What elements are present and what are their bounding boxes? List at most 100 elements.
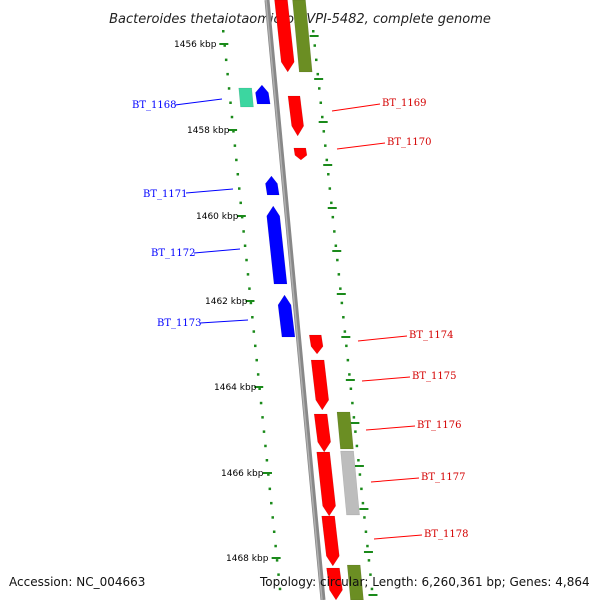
tick-dot: [236, 173, 240, 176]
cog-block: [238, 87, 254, 108]
tick-dot: [336, 258, 339, 262]
tick-dot: [268, 487, 272, 491]
tick-dot: [240, 215, 244, 219]
tick-dot: [245, 258, 248, 262]
label-leader-line: [336, 142, 386, 150]
tick-dot: [315, 58, 318, 62]
reverse-gene-arrow: [266, 205, 288, 285]
tick-dot: [271, 516, 274, 519]
label-leader-line: [361, 376, 411, 382]
tick-dot: [233, 144, 237, 147]
tick-dot: [328, 187, 332, 190]
tick-dot: [223, 44, 226, 47]
tick-dot: [321, 115, 324, 119]
position-mark: 1468 kbp: [226, 554, 269, 564]
tick-dot: [370, 587, 374, 591]
tick-dot: [254, 344, 257, 348]
tick-dot: [274, 544, 277, 548]
tick-dot: [222, 30, 225, 33]
tick-dot: [265, 459, 269, 462]
forward-gene-arrow: [308, 334, 324, 355]
gene-track: [238, 0, 364, 600]
label-leader-line: [199, 319, 249, 324]
tick-dot: [369, 573, 372, 576]
tick-dot: [229, 101, 232, 104]
tick-dot: [349, 387, 353, 390]
tick-dot: [224, 58, 228, 62]
genome-summary: Topology: circular; Length: 6,260,361 bp…: [260, 575, 590, 589]
position-mark: 1456 kbp: [174, 40, 217, 50]
forward-gene-label[interactable]: BT_1169: [382, 98, 426, 109]
tick-dot: [361, 501, 365, 505]
tick-dot: [246, 273, 250, 276]
tick-dot: [264, 444, 267, 448]
tick-dot: [239, 201, 242, 205]
left-tick-track: [219, 30, 282, 591]
tick-dot: [255, 358, 258, 362]
position-marks: 1456 kbp 1458 kbp 1460 kbp 1462 kbp 1464 kbp…: [174, 40, 269, 564]
tick-dot: [267, 473, 270, 476]
position-mark: 1464 kbp: [214, 383, 257, 393]
cog-block: [340, 450, 360, 516]
reverse-gene-label[interactable]: BT_1168: [132, 100, 176, 111]
tick-dot: [351, 401, 354, 405]
tick-dot: [258, 387, 261, 390]
tick-dot: [345, 344, 348, 348]
tick-dot: [360, 487, 363, 491]
tick-dot: [366, 544, 369, 548]
position-mark: 1458 kbp: [187, 126, 230, 136]
tick-dot: [322, 130, 326, 133]
tick-dot: [363, 516, 366, 519]
tick-dot: [261, 416, 264, 419]
forward-gene-arrow: [287, 95, 304, 137]
tick-dot: [277, 573, 280, 576]
tick-dot: [238, 187, 241, 190]
label-leader-line: [370, 477, 420, 483]
tick-dot: [348, 373, 351, 376]
reverse-gene-arrow: [277, 294, 296, 338]
label-leader-line: [185, 188, 234, 194]
reverse-gene-label[interactable]: BT_1172: [151, 248, 195, 259]
tick-dot: [278, 587, 282, 591]
forward-gene-label[interactable]: BT_1175: [412, 371, 456, 382]
position-mark: 1466 kbp: [221, 469, 264, 479]
label-leader-line: [174, 98, 223, 106]
tick-dot: [367, 559, 371, 562]
reverse-gene-arrow: [265, 175, 280, 196]
reverse-gene-label[interactable]: BT_1173: [157, 318, 201, 329]
cog-block: [346, 564, 364, 600]
reverse-gene-label[interactable]: BT_1171: [143, 189, 187, 200]
tick-dot: [251, 316, 254, 319]
tick-dot: [313, 44, 317, 47]
right-tick-track: [309, 30, 378, 596]
accession-text: Accession: NC_004663: [9, 575, 146, 589]
forward-gene-label[interactable]: BT_1170: [387, 137, 431, 148]
tick-dot: [324, 144, 327, 147]
backbone-line: [264, 0, 326, 600]
tick-dot: [316, 72, 320, 76]
label-leader-line: [365, 425, 416, 431]
tick-dot: [230, 115, 234, 119]
tick-dot: [342, 316, 345, 319]
tick-dot: [358, 473, 362, 476]
tick-dot: [319, 101, 323, 104]
tick-dot: [340, 301, 344, 305]
cog-block: [292, 0, 313, 73]
forward-gene-label[interactable]: BT_1174: [409, 330, 453, 341]
cog-block: [336, 411, 354, 450]
forward-gene-arrow: [313, 413, 331, 453]
forward-gene-arrow: [293, 147, 308, 161]
forward-gene-label[interactable]: BT_1178: [424, 529, 468, 540]
forward-gene-arrow: [310, 359, 330, 411]
forward-gene-label[interactable]: BT_1176: [417, 420, 461, 431]
forward-gene-arrow: [326, 567, 343, 600]
tick-dot: [337, 273, 341, 276]
label-leader-line: [331, 103, 381, 112]
tick-dot: [354, 430, 357, 433]
genome-backbone: [264, 0, 326, 600]
tick-dot: [343, 330, 347, 333]
tick-dot: [312, 30, 315, 33]
tick-dot: [346, 358, 350, 362]
forward-gene-label[interactable]: BT_1177: [421, 472, 465, 483]
